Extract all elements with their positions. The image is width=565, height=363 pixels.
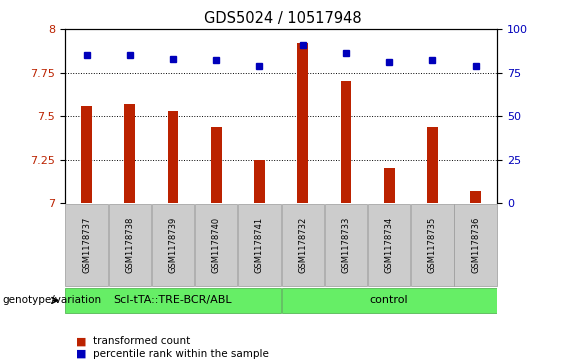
FancyBboxPatch shape [368,204,410,286]
Bar [427,127,438,203]
Text: ■: ■ [76,349,87,359]
Text: ■: ■ [76,336,87,346]
Bar [297,43,308,203]
Text: genotype/variation: genotype/variation [3,295,102,305]
Text: percentile rank within the sample: percentile rank within the sample [93,349,269,359]
Bar [470,191,481,203]
Text: GSM1178734: GSM1178734 [385,217,394,273]
Text: GDS5024 / 10517948: GDS5024 / 10517948 [204,11,361,26]
Text: GSM1178740: GSM1178740 [212,217,221,273]
FancyBboxPatch shape [66,288,281,313]
FancyBboxPatch shape [108,204,151,286]
Text: GSM1178741: GSM1178741 [255,217,264,273]
Text: GSM1178733: GSM1178733 [341,217,350,273]
Text: GSM1178732: GSM1178732 [298,217,307,273]
Bar [254,160,265,203]
Text: GSM1178735: GSM1178735 [428,217,437,273]
Bar [81,106,92,203]
FancyBboxPatch shape [66,204,108,286]
Text: GSM1178739: GSM1178739 [168,217,177,273]
Text: transformed count: transformed count [93,336,190,346]
Text: GSM1178737: GSM1178737 [82,217,91,273]
FancyBboxPatch shape [281,204,324,286]
Bar [124,104,135,203]
FancyBboxPatch shape [454,204,497,286]
FancyBboxPatch shape [238,204,281,286]
FancyBboxPatch shape [325,204,367,286]
Bar [341,81,351,203]
Text: control: control [370,295,408,305]
FancyBboxPatch shape [281,288,497,313]
Text: GSM1178738: GSM1178738 [125,217,134,273]
Bar [168,111,179,203]
FancyBboxPatch shape [195,204,237,286]
Bar [211,127,221,203]
FancyBboxPatch shape [152,204,194,286]
Text: GSM1178736: GSM1178736 [471,217,480,273]
Text: ScI-tTA::TRE-BCR/ABL: ScI-tTA::TRE-BCR/ABL [114,295,232,305]
FancyBboxPatch shape [411,204,454,286]
Bar [384,168,394,203]
